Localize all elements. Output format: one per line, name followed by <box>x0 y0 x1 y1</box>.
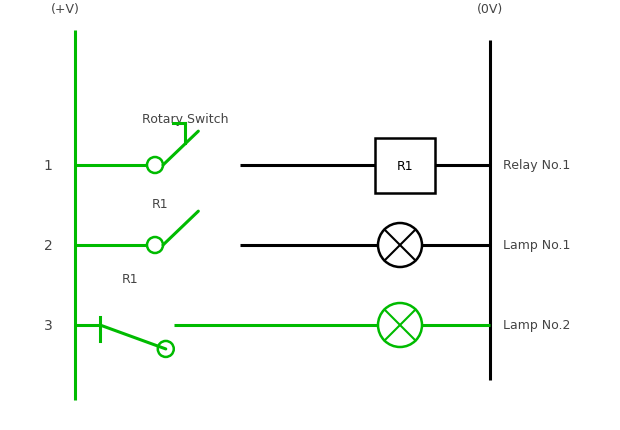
Text: R1: R1 <box>397 159 414 172</box>
Text: 3: 3 <box>43 318 52 332</box>
Text: Lamp No.2: Lamp No.2 <box>503 319 570 332</box>
Text: Power
Rail
(0V): Power Rail (0V) <box>471 0 509 16</box>
Text: Rotary Switch: Rotary Switch <box>142 113 228 126</box>
Bar <box>375 138 435 193</box>
Text: Lamp No.1: Lamp No.1 <box>503 239 570 252</box>
Text: Power
Rail
(+V): Power Rail (+V) <box>46 0 84 16</box>
Text: 2: 2 <box>43 239 52 252</box>
Text: R1: R1 <box>152 197 168 211</box>
Text: R1: R1 <box>122 272 138 286</box>
Text: Relay No.1: Relay No.1 <box>503 159 570 172</box>
Text: 1: 1 <box>43 159 53 172</box>
